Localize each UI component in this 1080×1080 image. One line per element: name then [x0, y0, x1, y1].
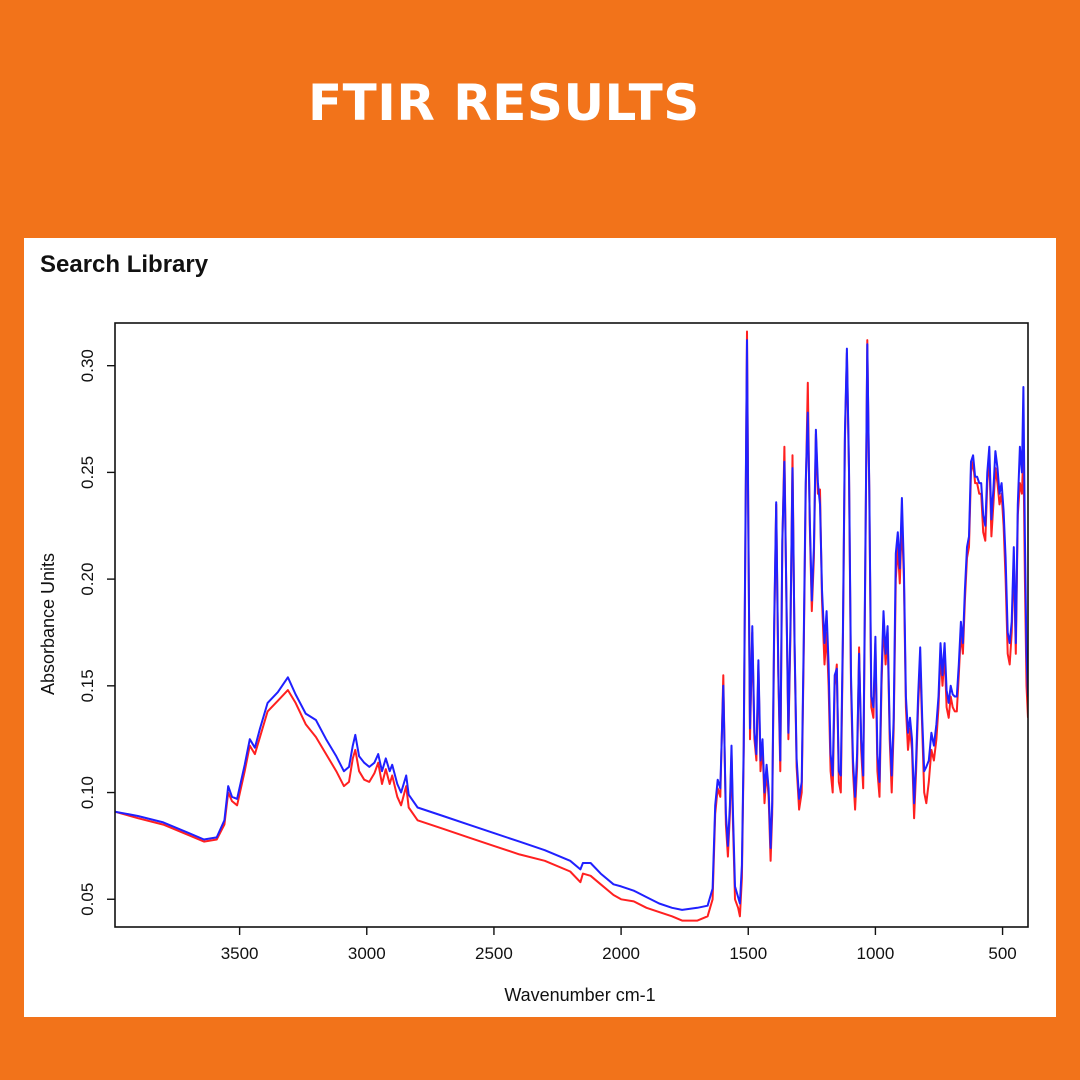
x-tick-label: 3500 — [221, 944, 259, 963]
x-tick-label: 3000 — [348, 944, 386, 963]
y-tick-label: 0.15 — [78, 669, 97, 702]
chart-title: Search Library — [40, 251, 209, 278]
y-tick-label: 0.25 — [78, 456, 97, 489]
series-line-2 — [115, 339, 1028, 911]
series-line-1 — [115, 330, 1028, 922]
y-tick-label: 0.10 — [78, 776, 97, 809]
page-title: FTIR RESULTS — [308, 74, 700, 132]
x-tick-label: 1500 — [729, 944, 767, 963]
ftir-spectrum-chart: Search Library 3500 3000 2500 2000 1500 1000 5… — [38, 251, 1029, 1005]
x-tick-label: 500 — [988, 944, 1016, 963]
y-axis-label: Absorbance Units — [38, 553, 58, 695]
x-tick-label: 2000 — [602, 944, 640, 963]
x-tick-label: 1000 — [856, 944, 894, 963]
plot-frame — [114, 322, 1029, 928]
y-tick-label: 0.20 — [78, 563, 97, 596]
x-tick-label: 2500 — [475, 944, 513, 963]
y-tick-label: 0.05 — [78, 883, 97, 916]
x-axis: 3500 3000 2500 2000 1500 1000 500 — [221, 927, 1017, 963]
plot-area — [114, 322, 1029, 928]
y-tick-label: 0.30 — [78, 349, 97, 382]
y-axis: 0.05 0.10 0.15 0.20 0.25 0.30 — [78, 349, 115, 916]
x-axis-label: Wavenumber cm-1 — [504, 985, 655, 1005]
chart-panel: Search Library 3500 3000 2500 2000 1500 1000 5… — [24, 238, 1056, 1017]
